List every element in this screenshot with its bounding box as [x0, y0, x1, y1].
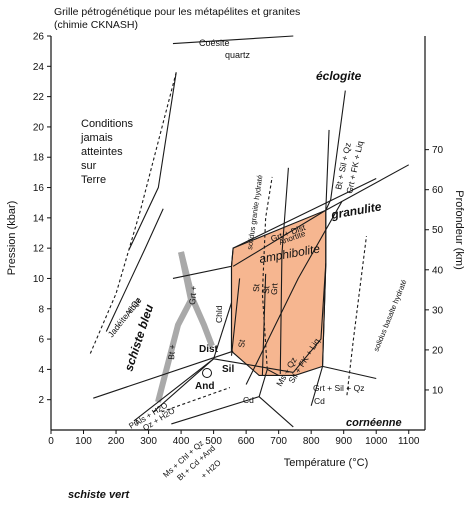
y-tick-label: 14	[33, 213, 45, 224]
depth-tick-label: 50	[432, 225, 444, 236]
y-tick-label: 18	[33, 153, 45, 164]
label-grt: Grt	[269, 282, 279, 295]
line-triple_dist_sil	[213, 302, 233, 359]
line-st_chl_line	[230, 278, 241, 356]
line-ms_qz_line	[245, 200, 343, 385]
y-tick-label: 22	[33, 92, 45, 103]
x-tick-label: 600	[238, 436, 255, 447]
label-st-b: St	[261, 285, 271, 294]
label-st-chl: St	[236, 338, 247, 348]
region-label-line3: atteintes	[81, 146, 123, 158]
y-tick-label: 10	[33, 274, 45, 285]
depth-tick-label: 10	[432, 385, 444, 396]
line-cd_line_b	[310, 366, 324, 406]
reaction-lines-layer	[89, 35, 410, 428]
facies-schiste-vert: schiste vert	[68, 489, 130, 501]
line-cd_line_a	[258, 368, 279, 397]
axes-frame	[50, 36, 426, 431]
y-axis-label: Pression (kbar)	[6, 201, 18, 276]
line-blueschist_base	[93, 350, 234, 399]
x-tick-label: 1100	[398, 436, 420, 447]
line-st_line_b	[279, 167, 289, 374]
x-tick-label: 900	[335, 436, 352, 447]
label-cd-b: Cd	[314, 396, 325, 406]
y-tick-label: 16	[33, 183, 45, 194]
x-tick-label: 300	[140, 436, 157, 447]
label-grt-plus: Grt +	[187, 285, 199, 305]
line-sil_fk_line	[292, 263, 327, 373]
depth-ticks: 10 20 30 40 50 60 70	[425, 145, 444, 396]
line-amph_top	[172, 177, 377, 280]
line-coesite_quartz	[172, 35, 294, 45]
depth-tick-label: 60	[432, 185, 444, 196]
x-tick-label: 1000	[365, 436, 388, 447]
label-grt-sil-qz: Grt + Sil + Qz	[313, 383, 365, 393]
region-label-line2: jamais	[80, 132, 113, 144]
line-grt_dist_anor	[232, 209, 327, 267]
line-granulite_left	[322, 129, 330, 367]
depth-tick-label: 70	[432, 145, 444, 156]
x-tick-label: 800	[303, 436, 320, 447]
triple-point-marker	[202, 368, 212, 378]
blueschist-band	[155, 251, 215, 403]
label-dist: Dist	[199, 344, 219, 355]
label-st-a: St	[251, 283, 261, 292]
figure-title-line2: (chimie CKNASH)	[54, 19, 138, 31]
depth-axis-label: Profondeur (km)	[453, 190, 465, 269]
y-tick-label: 4	[38, 365, 44, 376]
label-sil: Sil	[222, 364, 234, 375]
x-tick-label: 100	[75, 436, 92, 447]
y-tick-label: 2	[38, 395, 44, 406]
depth-tick-label: 20	[432, 345, 444, 356]
x-tick-label: 700	[270, 436, 287, 447]
line-dashed_low	[161, 387, 231, 413]
depth-tick-label: 40	[432, 265, 444, 276]
figure-title-line1: Grille pétrogénétique pour les métapélit…	[54, 6, 300, 18]
y-tick-label: 24	[33, 62, 45, 73]
label-chld: Chld	[214, 305, 224, 323]
facies-eclogite: éclogite	[316, 69, 362, 83]
x-ticks: 0 100 200 300 400 500 600 700 800 900 1000 1100	[48, 430, 420, 447]
facies-granulite: granulite	[329, 199, 383, 222]
x-tick-label: 0	[48, 436, 54, 447]
y-tick-label: 6	[38, 335, 44, 346]
region-label-line5: Terre	[81, 174, 106, 186]
x-tick-label: 500	[205, 436, 222, 447]
x-axis-label: Température (°C)	[284, 457, 368, 469]
y-tick-label: 20	[33, 122, 45, 133]
line-triple_and_dist	[153, 358, 214, 413]
line-jadeite_albite	[105, 208, 164, 332]
x-tick-label: 200	[108, 436, 125, 447]
line-prl_line	[133, 358, 214, 422]
y-tick-label: 12	[33, 244, 45, 255]
region-label-line1: Conditions	[81, 118, 133, 130]
x-tick-label: 400	[173, 436, 190, 447]
y-tick-label: 8	[38, 304, 44, 315]
line-bt_sil_line	[325, 90, 346, 211]
label-coesite: Coésite	[199, 38, 230, 48]
label-solidus-basalte: solidus basalte hydraté	[372, 278, 409, 353]
label-cd-a: Cd	[243, 395, 254, 405]
line-grt_sil_qz_line	[322, 365, 377, 380]
label-bt-plus: Bt +	[166, 344, 177, 360]
y-tick-label: 26	[33, 32, 45, 43]
label-and: And	[195, 381, 214, 392]
line-eclogite_boundary	[128, 72, 177, 250]
line-solidus_basalte	[346, 235, 368, 396]
label-prl: Prl	[127, 418, 140, 431]
line-ms_chl_line	[171, 396, 260, 425]
facies-corneenne: cornéenne	[346, 417, 402, 429]
line-granulite_low	[325, 164, 410, 211]
impossible-conditions-label: Conditions jamais atteintes sur Terre	[80, 118, 133, 186]
label-quartz: quartz	[225, 50, 251, 60]
depth-tick-label: 30	[432, 305, 444, 316]
line-solidus_granite	[261, 176, 273, 370]
line-corneenne_base	[258, 396, 294, 428]
region-label-line4: sur	[81, 160, 97, 172]
line-st_line_a	[261, 273, 267, 376]
